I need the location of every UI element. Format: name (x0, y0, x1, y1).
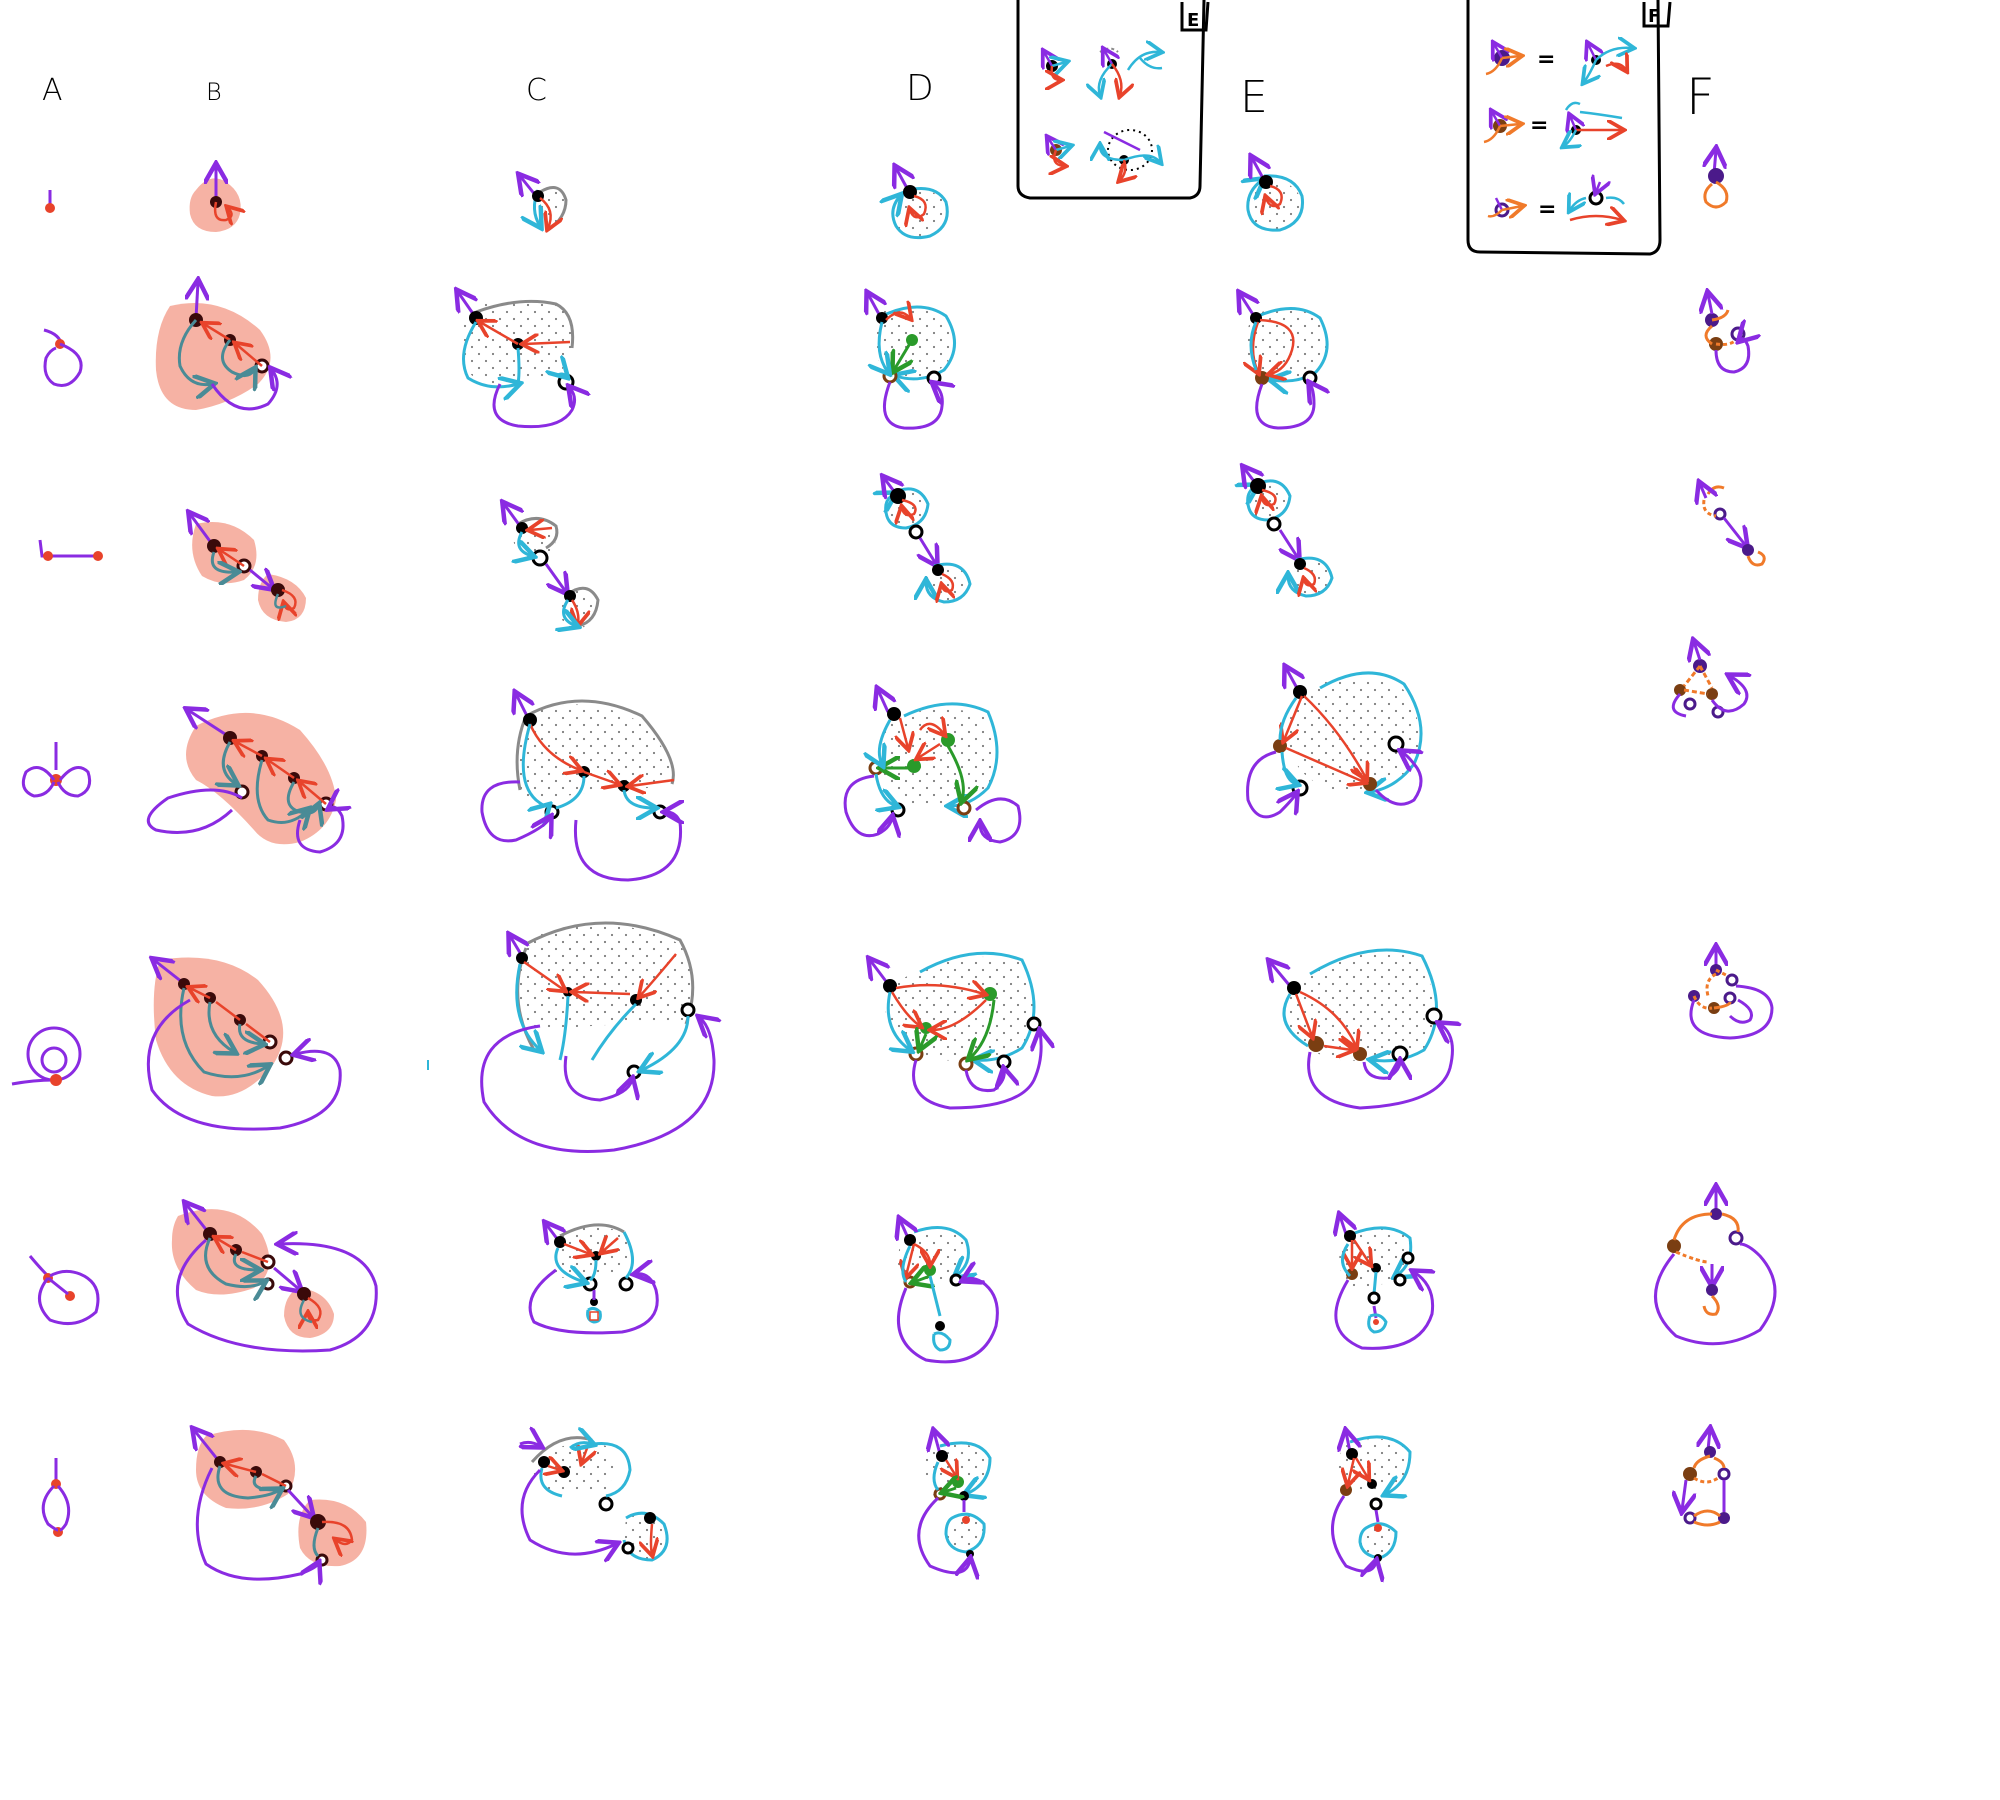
row-3-col-f (1700, 484, 1766, 567)
row-6-col-e (1336, 1216, 1433, 1350)
legend-f-equals-3: = (1538, 197, 1556, 222)
legend-box-f-tag: F (1648, 6, 1660, 27)
legend-f-row-3: = (1487, 182, 1624, 222)
row-1-col-a (45, 190, 55, 213)
row-7-col-f (1682, 1430, 1731, 1527)
row-5-col-d (870, 951, 1041, 1110)
column-label-d: D (906, 68, 934, 109)
row-3-col-b (190, 514, 306, 622)
row-1-col-f (1705, 150, 1727, 209)
row-4-col-c (480, 694, 681, 882)
row-1-col-d (893, 168, 949, 240)
column-label-f: F (1686, 68, 1715, 126)
legend-e-glyph-3 (1048, 138, 1070, 166)
row-5-col-f (1688, 948, 1774, 1040)
row-2-col-d (868, 294, 956, 430)
row-6-col-f (1654, 1188, 1777, 1346)
row-2-col-a (43, 328, 83, 387)
row-6-col-b (171, 1204, 378, 1353)
row-4-col-f (1671, 642, 1747, 719)
row-1-col-c (520, 176, 568, 230)
row-1-col-e (1247, 158, 1305, 232)
row-7-col-b (194, 1430, 367, 1579)
row-5-col-e (1270, 948, 1452, 1110)
legend-box-f: F = = (1466, 0, 1672, 256)
legend-e-glyph-1 (1044, 52, 1066, 80)
row-7-col-d (917, 1432, 992, 1573)
row-6-col-a (28, 1255, 100, 1326)
row-3-col-d (884, 478, 972, 604)
row-5-col-b (146, 958, 342, 1131)
legend-e-glyph-4 (1100, 129, 1160, 180)
row-3-col-e (1244, 468, 1334, 598)
row-2-col-f (1705, 294, 1749, 374)
legend-box-e-tag: E (1187, 10, 1199, 31)
row-7-col-a (41, 1458, 71, 1537)
row-7-col-e (1331, 1432, 1412, 1571)
legend-f-equals-1: = (1537, 47, 1555, 72)
legend-e-glyph-2 (1099, 49, 1162, 96)
row-5-col-a (11, 1026, 82, 1086)
row-4-col-d (843, 690, 1022, 844)
column-label-b: B (206, 78, 222, 106)
column-label-c: C (526, 73, 547, 108)
row-4-col-b (146, 710, 343, 854)
row-1-col-b (189, 166, 241, 232)
row-6-col-d (898, 1220, 999, 1364)
row-4-col-e (1246, 668, 1421, 819)
legend-f-equals-2: = (1530, 113, 1548, 138)
column-label-a: A (42, 73, 63, 108)
row-5-col-c (427, 921, 714, 1153)
row-4-col-a (21, 742, 92, 798)
row-7-col-c (520, 1438, 669, 1560)
row-3-col-a (38, 539, 103, 561)
legend-f-row-1: = (1485, 44, 1632, 82)
row-6-col-c (528, 1224, 659, 1335)
row-2-col-e (1240, 294, 1327, 430)
column-label-e: E (1240, 72, 1268, 123)
legend-f-row-2: = (1483, 101, 1622, 146)
row-2-col-b (155, 282, 277, 411)
row-3-col-c (504, 504, 600, 628)
row-2-col-c (458, 292, 575, 429)
legend-box-e: E (1016, 0, 1210, 200)
